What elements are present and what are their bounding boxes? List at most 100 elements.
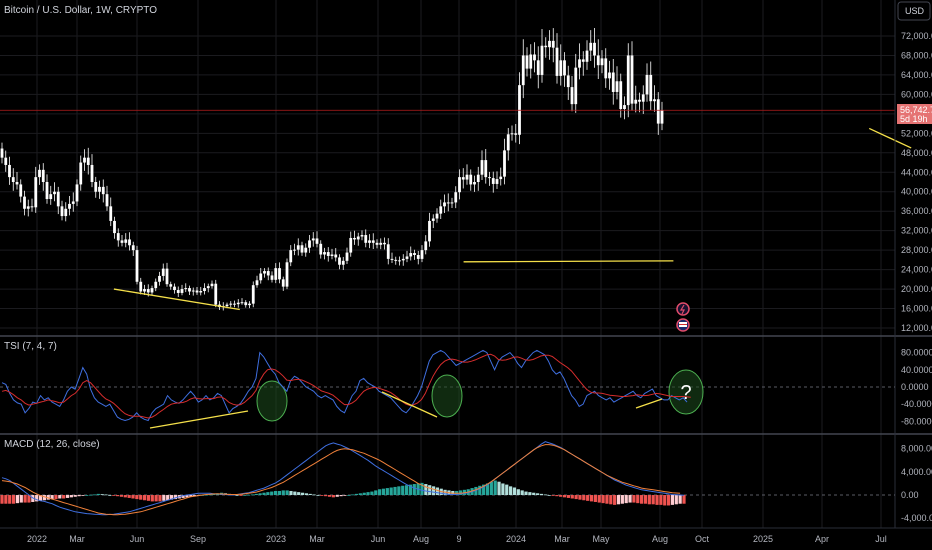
histogram-bar [173, 495, 177, 500]
lightning-event-icon[interactable] [676, 302, 690, 316]
histogram-bar [239, 495, 243, 496]
candle-body [593, 42, 596, 56]
candle-body [191, 290, 195, 292]
candle-body [199, 291, 203, 293]
candle-body [60, 206, 64, 217]
lightning-icon [679, 304, 685, 315]
time-tick-label: Jul [875, 534, 887, 544]
macd-tick-label: 8,000.00 [901, 444, 932, 454]
highlight-circle [256, 380, 288, 422]
histogram-bar [670, 495, 675, 505]
candle-body [289, 250, 293, 263]
candle-body [525, 55, 529, 69]
candle-body [300, 245, 304, 253]
histogram-bar [11, 495, 16, 504]
question-mark: ? [680, 382, 691, 404]
currency-button-label: USD [905, 6, 925, 16]
candle-body [98, 186, 101, 192]
price-axis[interactable]: 72,000.0068,000.0064,000.0060,000.0056,0… [901, 31, 932, 333]
price-divergence-lines [113, 127, 912, 311]
histogram-bar [505, 484, 509, 496]
candle-body [75, 184, 79, 202]
price-tick-label: 60,000.00 [901, 89, 932, 99]
candle-body [38, 169, 41, 178]
tsi-axis[interactable]: 80.0000 40.0000 0.0000 -40.0000 -80.0000 [901, 348, 932, 427]
price-tick-label: 36,000.00 [901, 206, 932, 216]
histogram-bar [50, 495, 54, 500]
price-tick-label: 44,000.00 [901, 167, 932, 177]
candle-body [600, 58, 604, 66]
candle-body [146, 289, 150, 293]
candle-body [488, 177, 491, 179]
time-tick-label: 2024 [506, 534, 526, 544]
candle-body [379, 242, 383, 245]
candle-body [323, 252, 326, 255]
candle-body [585, 50, 589, 62]
candle-body [345, 252, 349, 261]
histogram-bar [335, 495, 339, 497]
event-icons[interactable] [676, 302, 690, 332]
macd-pane[interactable] [0, 441, 895, 516]
macd-axis[interactable]: 8,000.00 4,000.00 0.00 -4,000.00 [901, 444, 932, 524]
candle-body [225, 304, 229, 307]
symbol-title[interactable]: Bitcoin / U.S. Dollar, 1W, CRYPTO [4, 5, 157, 16]
candle-body [263, 271, 266, 274]
histogram-bar [73, 495, 77, 497]
time-tick-label: Aug [413, 534, 429, 544]
macd-histogram [0, 480, 686, 506]
candle-body [386, 244, 390, 259]
tsi-title[interactable]: TSI (7, 4, 7) [4, 341, 57, 352]
time-tick-label: Oct [695, 534, 710, 544]
candle-body [229, 303, 233, 305]
candle-body [465, 174, 469, 180]
candle-body [244, 302, 248, 306]
currency-button[interactable]: USD [897, 1, 931, 21]
candle-body [578, 59, 581, 68]
histogram-bar [104, 494, 108, 496]
candle-body [41, 169, 45, 182]
histogram-bar [204, 494, 208, 496]
macd-signal-line [1, 444, 681, 516]
histogram-bar [135, 495, 139, 500]
histogram-bar [100, 494, 104, 496]
candle-body [195, 290, 199, 293]
candle-body [341, 260, 345, 265]
tsi-tick-label: 80.0000 [901, 348, 932, 358]
candle-body [79, 162, 83, 185]
macd-tick-label: 0.00 [901, 490, 919, 500]
candle-body [401, 258, 405, 261]
histogram-bar [609, 495, 613, 505]
time-axis[interactable]: 2022 Mar Jun Sep 2023 Mar Jun Aug 9 2024 Mar May Aug… [27, 534, 887, 544]
histogram-bar [185, 495, 189, 498]
candle-body [53, 191, 56, 195]
histogram-bar [512, 487, 517, 496]
candle-body [308, 240, 311, 248]
histogram-bar [123, 495, 127, 498]
tsi-pane[interactable]: ? [0, 349, 895, 429]
histogram-bar [166, 495, 170, 501]
histogram-bar [281, 490, 285, 496]
candle-body [278, 268, 281, 280]
histogram-bar [351, 494, 355, 496]
macd-title[interactable]: MACD (12, 26, close) [4, 439, 100, 450]
candle-body [251, 285, 255, 304]
candle-body [480, 160, 484, 175]
candle-body [109, 206, 113, 221]
price-pane[interactable] [0, 28, 912, 332]
candle-body [11, 177, 15, 182]
histogram-bar [620, 495, 624, 504]
candle-body [158, 275, 161, 282]
histogram-bar [482, 484, 486, 496]
candle-body [491, 178, 495, 184]
histogram-bar [297, 492, 301, 496]
candle-body [390, 258, 394, 260]
candle-body [619, 81, 623, 109]
candle-body [131, 245, 135, 251]
histogram-bar [142, 495, 147, 501]
histogram-bar [636, 495, 640, 504]
histogram-bar [254, 493, 258, 496]
histogram-bar [258, 493, 262, 496]
histogram-bar [27, 495, 31, 503]
